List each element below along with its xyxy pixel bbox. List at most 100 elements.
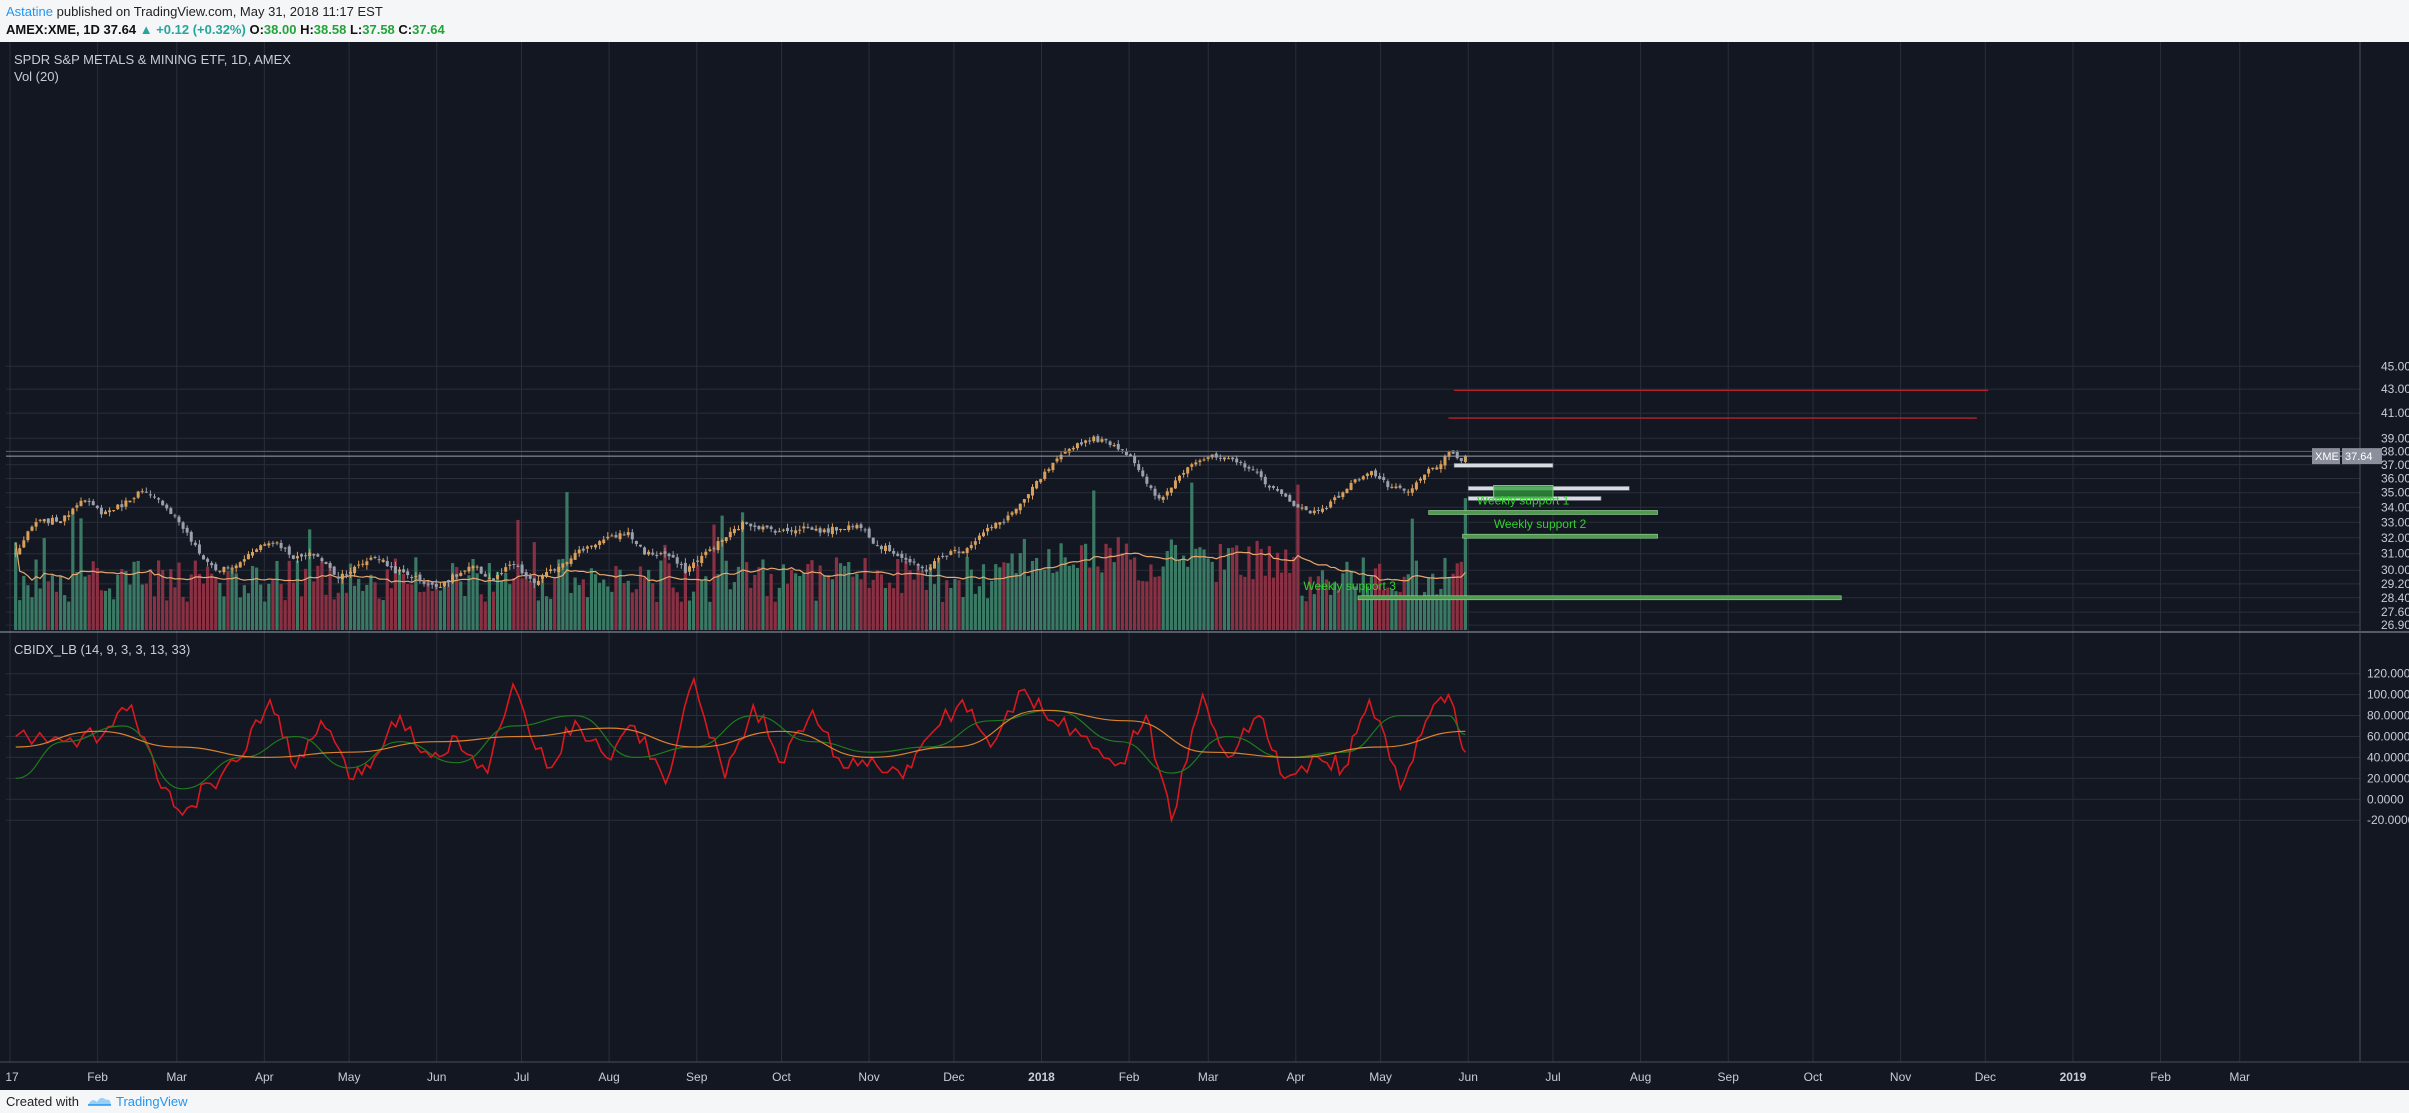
candle-body — [103, 511, 107, 515]
chart-area[interactable]: Weekly support 1 Weekly support 2 Weekly s… — [0, 42, 2409, 1090]
volume-bar — [226, 570, 230, 630]
price-tick-label: 34.00 — [2381, 500, 2409, 514]
indicator-tick-label: 80.0000 — [2367, 709, 2409, 723]
candle-body — [14, 553, 18, 555]
indicator-tick-label: 40.0000 — [2367, 750, 2409, 764]
candle-body — [883, 545, 887, 551]
close-value: 37.64 — [412, 22, 445, 37]
author-link[interactable]: Astatine — [6, 4, 53, 19]
candle-body — [1312, 510, 1316, 514]
candle-body — [1463, 456, 1467, 463]
volume-bar — [30, 597, 34, 630]
chart-svg[interactable]: Weekly support 1 Weekly support 2 Weekly s… — [0, 42, 2409, 1090]
volume-bar — [1067, 565, 1071, 630]
candle-body — [26, 531, 30, 541]
candle-body — [50, 517, 54, 525]
candle-body — [1153, 488, 1157, 496]
candle-body — [606, 536, 610, 539]
candle-body — [594, 544, 598, 548]
candle-body — [986, 527, 990, 532]
candle-body — [1292, 500, 1296, 506]
volume-bar — [1247, 546, 1251, 630]
candle-body — [585, 546, 589, 549]
volume-bar — [924, 589, 928, 630]
volume-bar — [406, 583, 410, 630]
candle-body — [353, 566, 357, 574]
volume-bar — [581, 579, 585, 630]
volume-bar — [936, 558, 941, 630]
candle-body — [581, 548, 585, 551]
volume-bar — [495, 571, 500, 630]
volume-bar — [116, 575, 120, 630]
volume-bar — [357, 578, 361, 630]
price-tick-label: 43.00 — [2381, 382, 2409, 396]
volume-bar — [777, 587, 781, 630]
volume-bar — [516, 519, 520, 630]
volume-bar — [1333, 582, 1337, 630]
volume-bar — [201, 583, 206, 630]
volume-bar — [181, 596, 185, 630]
candle-body — [532, 578, 536, 584]
candle-body — [618, 533, 622, 540]
candle-body — [340, 573, 344, 580]
candle-body — [802, 526, 806, 529]
candle-body — [965, 548, 969, 554]
volume-bar — [1369, 576, 1374, 630]
candle-body — [1071, 447, 1075, 450]
weekly-support-line[interactable] — [1428, 510, 1658, 515]
volume-bar — [304, 568, 308, 630]
volume-bar — [1206, 558, 1210, 630]
volume-bar — [826, 574, 830, 630]
volume-bar — [512, 577, 516, 630]
volume-bar — [671, 587, 675, 630]
time-tick-label: 17 — [5, 1070, 19, 1084]
candle-body — [1435, 467, 1439, 470]
candle-body — [1406, 491, 1410, 493]
volume-ma-line — [15, 542, 1466, 583]
volume-bar — [908, 570, 912, 630]
volume-bar — [598, 582, 602, 630]
volume-bar — [544, 596, 549, 630]
volume-bar — [316, 565, 320, 630]
weekly-support-line[interactable] — [1357, 595, 1842, 601]
candle-body — [928, 567, 932, 570]
footer: Created with TradingView — [0, 1090, 2409, 1113]
candle-body — [1398, 485, 1402, 488]
volume-bar — [949, 587, 953, 630]
candle-body — [1374, 470, 1378, 477]
volume-bar — [977, 586, 982, 630]
volume-bar — [402, 574, 406, 630]
candle-body — [120, 504, 124, 508]
candle-body — [1084, 440, 1088, 443]
volume-bar — [397, 569, 402, 630]
tradingview-link[interactable]: TradingView — [116, 1094, 188, 1109]
white-level-line[interactable] — [1453, 463, 1554, 468]
target-zone-box[interactable] — [1493, 485, 1554, 499]
volume-bar — [528, 581, 532, 630]
candle-body — [42, 519, 46, 522]
volume-bar — [324, 594, 328, 630]
time-tick-label: Apr — [255, 1070, 274, 1084]
volume-bar — [173, 587, 177, 630]
candle-body — [1047, 469, 1051, 472]
candle-body — [181, 522, 185, 529]
price-tick-label: 39.00 — [2381, 431, 2409, 445]
volume-bar — [254, 567, 259, 630]
candle-body — [957, 551, 961, 553]
candle-body — [945, 555, 949, 557]
weekly-support-line[interactable] — [1462, 533, 1658, 539]
volume-bar — [491, 591, 496, 630]
candle-body — [214, 564, 218, 571]
candle-body — [732, 528, 736, 534]
volume-bar — [1349, 570, 1353, 630]
volume-bar — [802, 572, 806, 630]
volume-bar — [328, 563, 332, 630]
volume-bar — [1341, 573, 1345, 630]
candle-body — [1369, 471, 1373, 476]
volume-bar — [736, 566, 741, 630]
candle-body — [777, 531, 781, 533]
price-tag-value-box — [2342, 448, 2382, 465]
volume-bar — [312, 581, 316, 630]
volume-bar — [1463, 498, 1467, 630]
volume-bar — [197, 573, 202, 630]
